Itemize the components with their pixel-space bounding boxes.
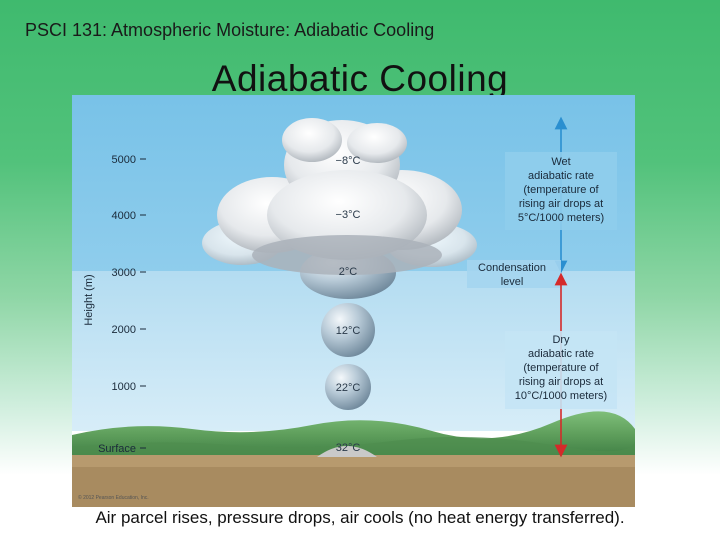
parcel-bubble-2000m xyxy=(321,303,375,357)
svg-text:rising air drops at: rising air drops at xyxy=(519,376,603,388)
ground-surface xyxy=(72,411,635,507)
svg-text:(temperature of: (temperature of xyxy=(523,362,599,374)
tick-4000: 4000 xyxy=(112,210,136,222)
tick-1000: 1000 xyxy=(112,381,136,393)
copyright-text: © 2012 Pearson Education, Inc. xyxy=(78,494,149,501)
slide-caption: Air parcel rises, pressure drops, air co… xyxy=(95,508,625,527)
svg-text:Wet: Wet xyxy=(551,156,570,168)
parcel-bubble-1000m xyxy=(325,364,371,410)
svg-text:Dry: Dry xyxy=(552,334,570,346)
temp-surface: 32°C xyxy=(336,442,361,454)
svg-text:5°C/1000 meters): 5°C/1000 meters) xyxy=(518,212,604,224)
temp-4000m: −3°C xyxy=(336,209,361,221)
tick-3000: 3000 xyxy=(112,267,136,279)
svg-text:10°C/1000 meters): 10°C/1000 meters) xyxy=(515,390,607,402)
figure-canvas: 5000 4000 3000 2000 1000 Surface Height … xyxy=(72,95,635,507)
temp-2000m: 12°C xyxy=(336,325,361,337)
course-header: PSCI 131: Atmospheric Moisture: Adiabati… xyxy=(25,20,435,40)
svg-text:Condensation: Condensation xyxy=(478,262,546,274)
height-axis: 5000 4000 3000 2000 1000 Surface Height … xyxy=(83,154,136,455)
tick-surface: Surface xyxy=(98,443,136,455)
tick-5000: 5000 xyxy=(112,154,136,166)
svg-text:adiabatic rate: adiabatic rate xyxy=(528,170,594,182)
tick-2000: 2000 xyxy=(112,324,136,336)
svg-text:rising air drops at: rising air drops at xyxy=(519,198,603,210)
cumulus-cloud xyxy=(202,118,477,275)
temp-1000m: 22°C xyxy=(336,382,361,394)
svg-text:adiabatic rate: adiabatic rate xyxy=(528,348,594,360)
y-axis-label: Height (m) xyxy=(83,274,95,325)
wet-rate-label: Wet adiabatic rate (temperature of risin… xyxy=(505,152,617,230)
temp-3000m: 2°C xyxy=(339,266,358,278)
condensation-level-label: Condensation level xyxy=(467,260,561,288)
slide-title: Adiabatic Cooling xyxy=(211,58,509,99)
svg-text:(temperature of: (temperature of xyxy=(523,184,599,196)
temp-5000m: −8°C xyxy=(336,155,361,167)
dry-rate-label: Dry adiabatic rate (temperature of risin… xyxy=(505,331,617,409)
adiabatic-cooling-figure: 5000 4000 3000 2000 1000 Surface Height … xyxy=(72,95,635,507)
svg-text:level: level xyxy=(501,276,524,288)
